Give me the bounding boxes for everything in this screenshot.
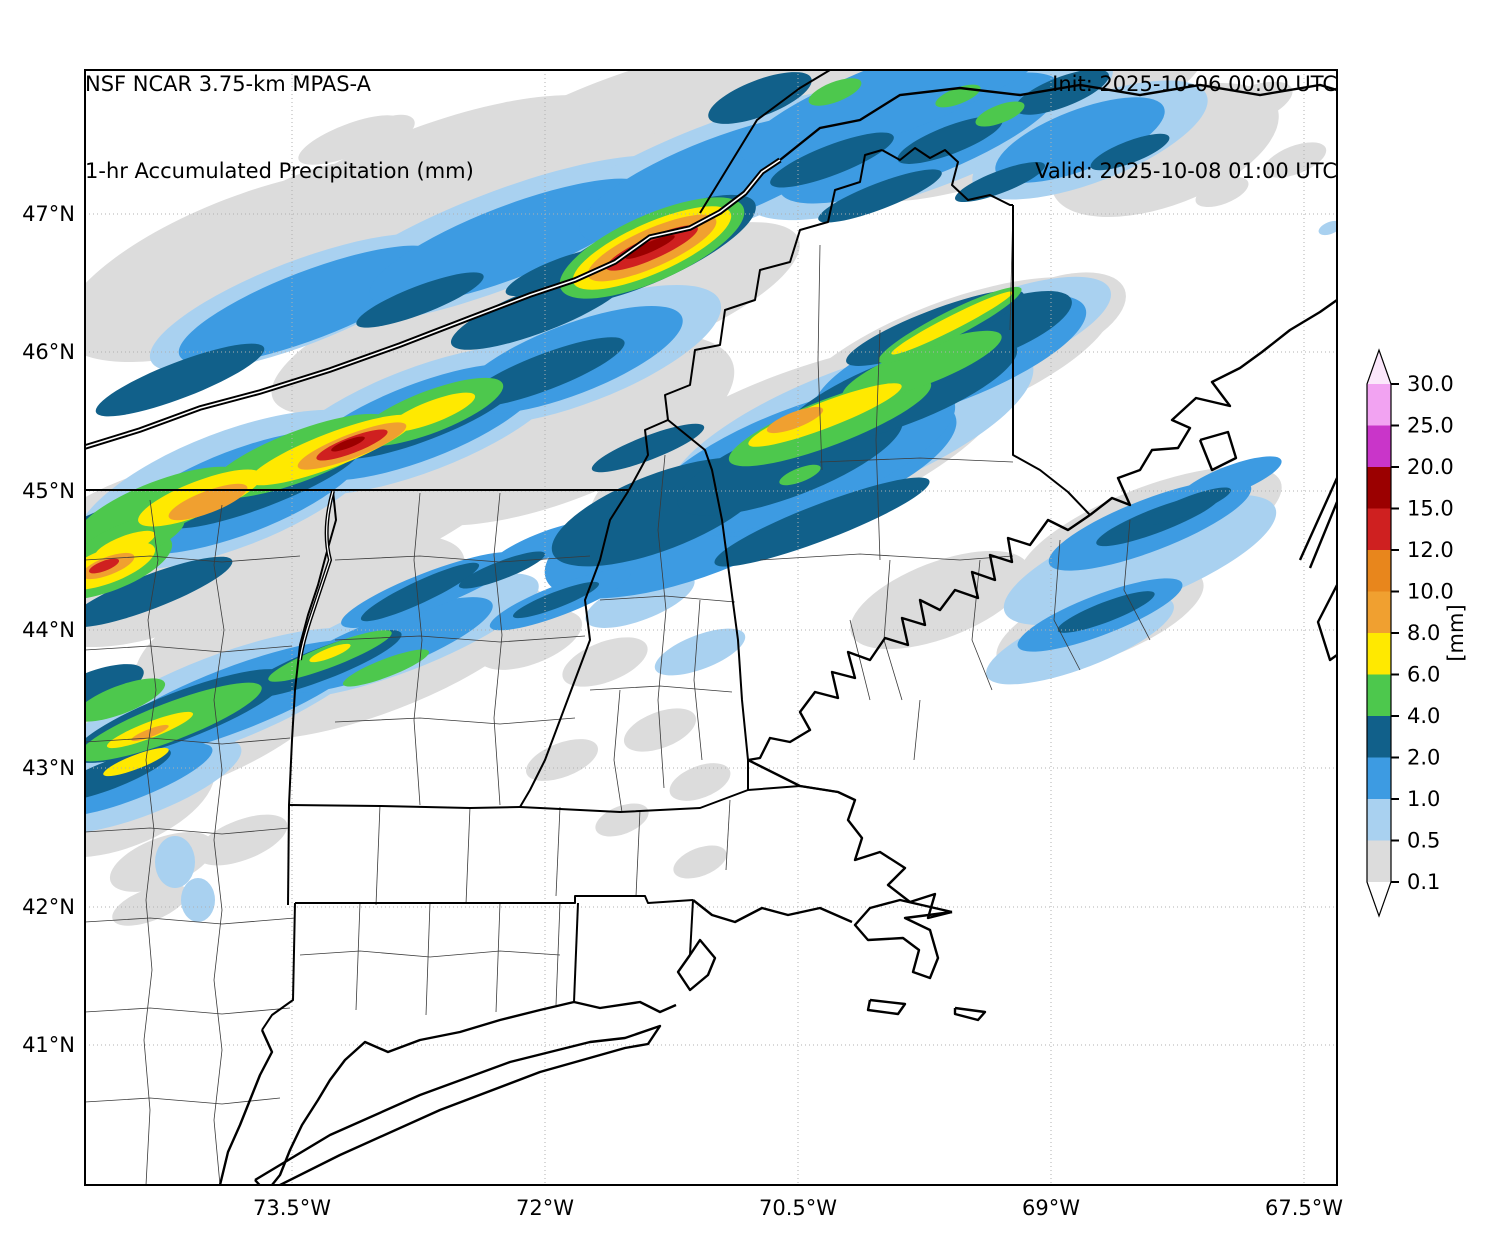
figure-title: NSF NCAR 3.75-km MPAS-A 1-hr Accumulated… (85, 12, 474, 244)
lat-tick-label: 43°N (22, 756, 75, 780)
lat-tick-label: 47°N (22, 202, 75, 226)
colorbar-tick-label: 0.5 (1407, 829, 1440, 853)
colorbar-tick-label: 25.0 (1407, 414, 1454, 438)
colorbar-unit-label: [mm] (1444, 604, 1468, 661)
lon-tick-label: 70.5°W (759, 1196, 837, 1220)
colorbar-tick-label: 8.0 (1407, 621, 1440, 645)
lon-tick-label: 69°W (1022, 1196, 1080, 1220)
colorbar-tick-label: 4.0 (1407, 704, 1440, 728)
lat-tick-label: 46°N (22, 340, 75, 364)
state-borders (85, 70, 1091, 1031)
coastline (218, 299, 1337, 1185)
colorbar-tick-label: 6.0 (1407, 663, 1440, 687)
st-lawrence-river (85, 159, 781, 448)
colorbar: 30.0 25.0 20.0 15.0 12.0 10.0 8.0 6.0 4.0 2.0 1.0 0… (1366, 348, 1468, 918)
colorbar-tick-label: 30.0 (1407, 372, 1454, 396)
colorbar-tick-label: 12.0 (1407, 538, 1454, 562)
lon-tick-label: 73.5°W (253, 1196, 331, 1220)
lon-tick-label: 72°W (516, 1196, 574, 1220)
colorbar-tick-label: 2.0 (1407, 746, 1440, 770)
lat-tick-label: 42°N (22, 895, 75, 919)
colorbar-tick-label: 20.0 (1407, 455, 1454, 479)
colorbar-tick-label: 0.1 (1407, 870, 1440, 894)
lat-tick-label: 41°N (22, 1033, 75, 1057)
valid-time: Valid: 2025-10-08 01:00 UTC (1035, 159, 1337, 183)
lake-champlain (299, 490, 334, 661)
colorbar-tick-label: 10.0 (1407, 580, 1454, 604)
map-interior (85, 70, 1337, 1185)
run-times: Init: 2025-10-06 00:00 UTC Valid: 2025-1… (1035, 12, 1337, 244)
county-boundaries (85, 204, 1151, 1185)
colorbar-tick-label: 15.0 (1407, 497, 1454, 521)
title-line-2: 1-hr Accumulated Precipitation (mm) (85, 159, 474, 183)
init-time: Init: 2025-10-06 00:00 UTC (1052, 72, 1337, 96)
axis-labels: 47°N 46°N 45°N 44°N 43°N 42°N 41°N 73.5°W 72°W 70… (22, 202, 1343, 1220)
lon-tick-label: 67.5°W (1265, 1196, 1343, 1220)
lat-tick-label: 45°N (22, 479, 75, 503)
title-line-1: NSF NCAR 3.75-km MPAS-A (85, 72, 372, 96)
colorbar-tick-label: 1.0 (1407, 787, 1440, 811)
map-frame (84, 69, 1338, 1186)
lat-tick-label: 44°N (22, 618, 75, 642)
